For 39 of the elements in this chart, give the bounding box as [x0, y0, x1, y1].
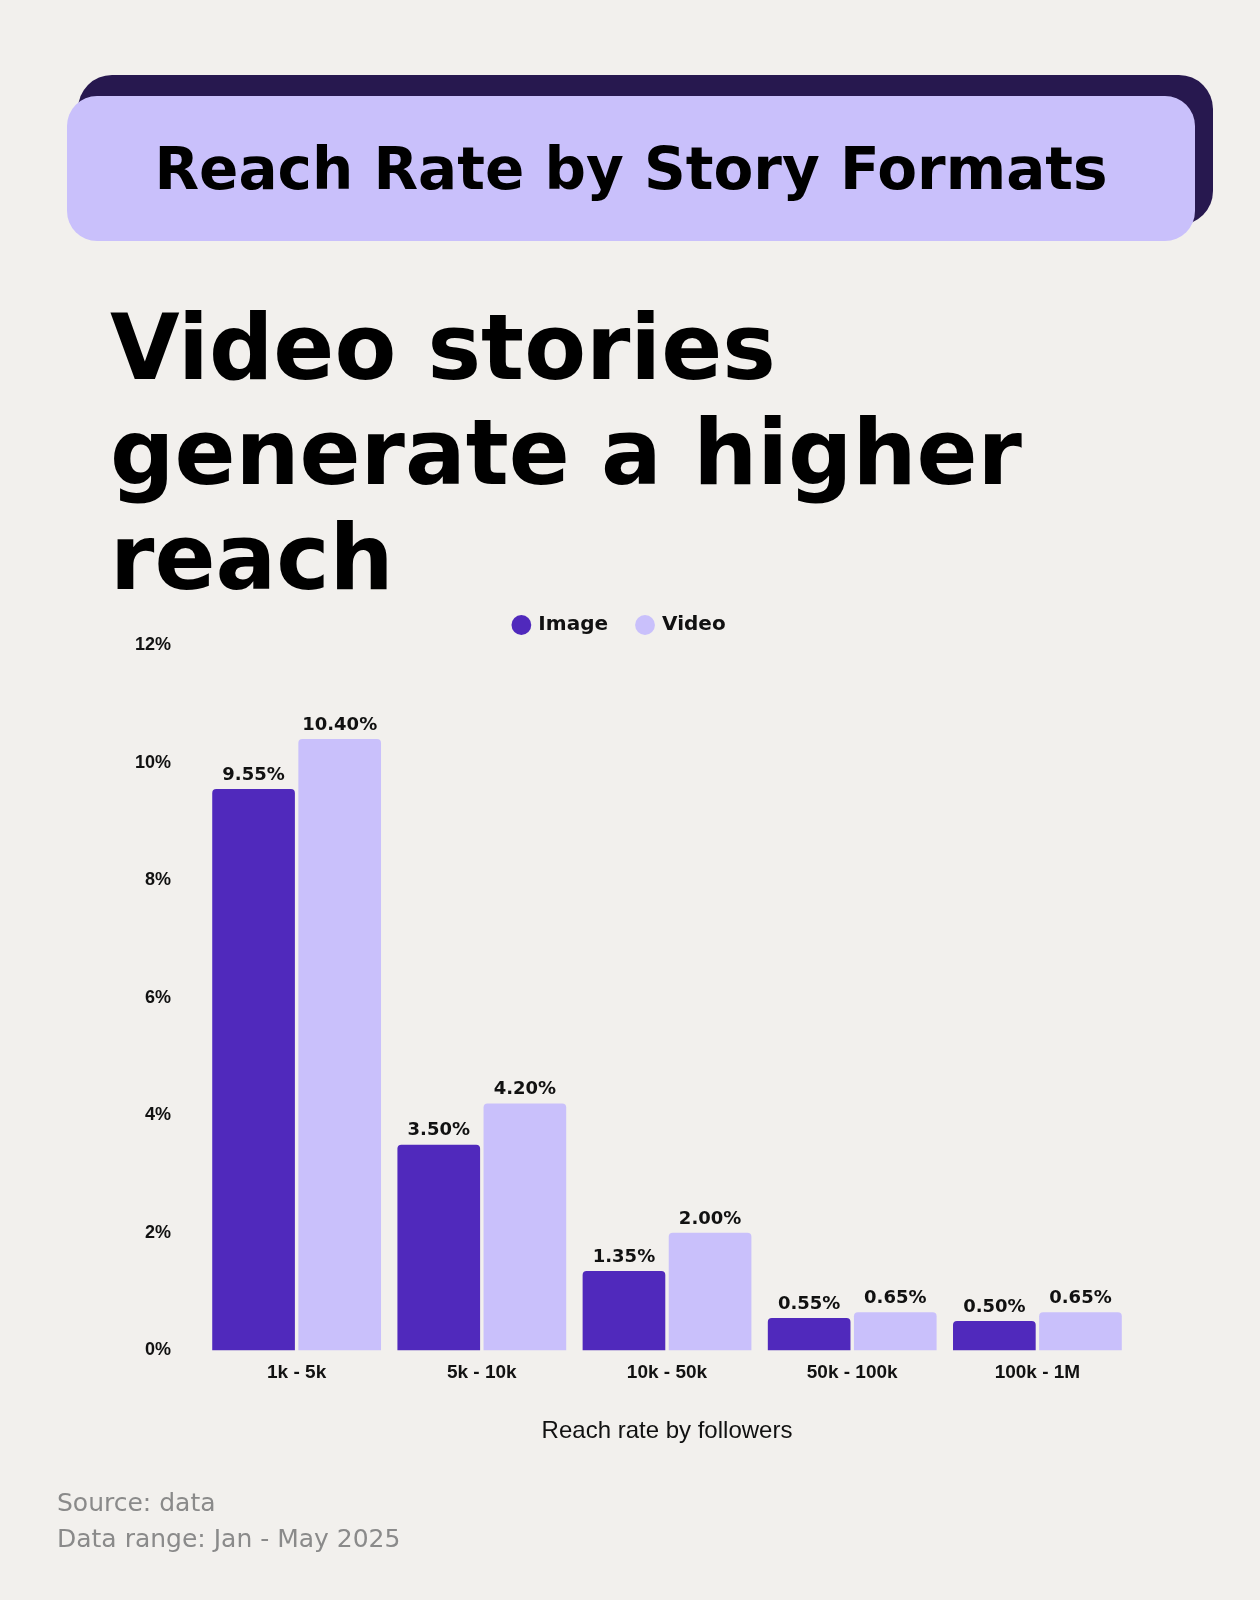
bar [483, 1103, 567, 1351]
data-label: 3.50% [407, 1118, 470, 1140]
bar [1039, 1312, 1122, 1351]
text: Data range: Jan - May 2025 [57, 1524, 401, 1553]
bar [853, 1312, 937, 1351]
bar [298, 739, 382, 1351]
bar [767, 1318, 851, 1351]
data-label: 2.00% [678, 1206, 742, 1228]
bar [397, 1144, 481, 1351]
y-tick-label: 6% [145, 986, 172, 1007]
x-tick-label: 100k - 1M [994, 1361, 1081, 1383]
legend-label: Video [662, 611, 726, 636]
source-note: Source: data [57, 1488, 216, 1517]
y-tick-label: 2% [145, 1221, 172, 1242]
y-tick-label: 8% [145, 869, 172, 890]
data-label: 4.20% [493, 1077, 557, 1099]
x-tick-label: 10k - 50k [626, 1361, 708, 1383]
y-tick-label: 10% [135, 751, 172, 772]
data-label: 10.40% [302, 712, 378, 734]
x-tick-label: 50k - 100k [806, 1361, 899, 1383]
data-label: 0.65% [864, 1285, 927, 1307]
y-tick-label: 4% [145, 1104, 172, 1125]
y-tick-label: 0% [145, 1339, 172, 1360]
x-axis-title: Reach rate by followers [541, 1416, 793, 1444]
x-tick-label: 5k - 10k [446, 1361, 518, 1383]
bar [953, 1321, 1036, 1351]
data-label: 0.55% [777, 1291, 841, 1313]
chart-subtitle: Video stories generate a higher reach [110, 295, 1023, 610]
y-tick-label: 12% [135, 633, 172, 654]
data-label: 9.55% [222, 762, 285, 784]
bar [582, 1271, 666, 1351]
data-label: 1.35% [592, 1244, 656, 1266]
data-label: 0.65% [1049, 1285, 1112, 1307]
data-label: 0.50% [963, 1294, 1026, 1316]
x-tick-label: 1k - 5k [267, 1361, 327, 1383]
bar [212, 789, 295, 1351]
legend-label: Image [538, 611, 609, 636]
bar [668, 1232, 752, 1351]
chart-title: Reach Rate by Story Formats [67, 96, 1195, 241]
